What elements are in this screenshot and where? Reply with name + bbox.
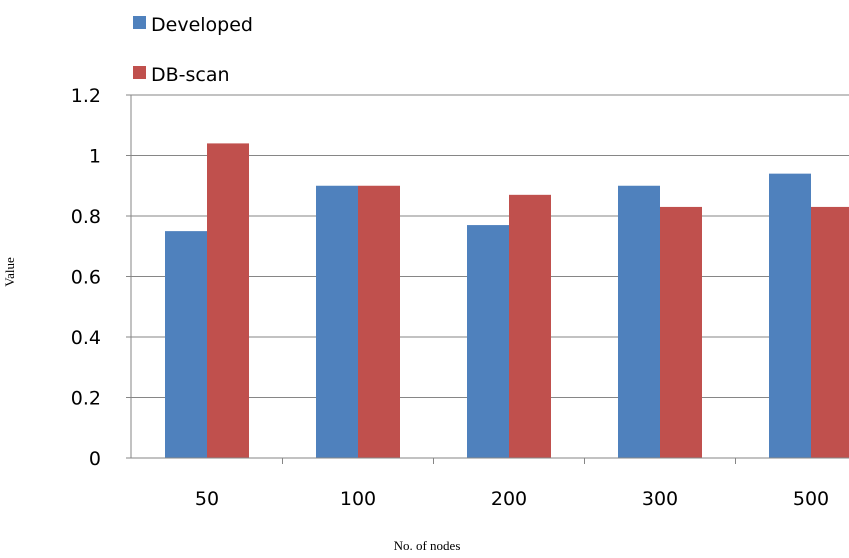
y-axis-title: Value bbox=[2, 257, 17, 287]
bar-db-scan-200 bbox=[509, 194, 551, 458]
x-axis-title: No. of nodes bbox=[394, 538, 461, 553]
bar-developed-200 bbox=[467, 225, 509, 458]
bar-db-scan-500 bbox=[811, 206, 849, 458]
bar-db-scan-100 bbox=[358, 185, 400, 458]
bars bbox=[165, 143, 849, 458]
x-tick-label: 200 bbox=[491, 488, 527, 510]
bar-developed-300 bbox=[618, 185, 660, 458]
y-tick-label: 0.8 bbox=[71, 206, 101, 228]
legend-swatch-dbscan bbox=[133, 66, 146, 79]
y-tick-label: 0.2 bbox=[71, 388, 101, 410]
bar-developed-500 bbox=[769, 173, 811, 458]
axes bbox=[126, 94, 849, 464]
x-tick-label: 300 bbox=[642, 488, 678, 510]
legend-label-dbscan: DB-scan bbox=[151, 64, 230, 86]
bar-db-scan-300 bbox=[660, 206, 702, 458]
bar-developed-100 bbox=[316, 185, 358, 458]
x-tick-label: 50 bbox=[195, 488, 219, 510]
x-tick-label: 100 bbox=[340, 488, 376, 510]
bar-developed-50 bbox=[165, 231, 207, 458]
bar-db-scan-50 bbox=[207, 143, 249, 458]
y-tick-label: 0.4 bbox=[71, 327, 101, 349]
y-tick-label: 0.6 bbox=[71, 267, 101, 289]
y-tick-label: 1.2 bbox=[71, 85, 101, 107]
legend: Developed DB-scan bbox=[133, 14, 253, 86]
x-tick-labels: 50 100 200 300 500 bbox=[195, 488, 829, 510]
x-tick-label: 500 bbox=[793, 488, 829, 510]
legend-swatch-developed bbox=[133, 16, 146, 29]
legend-label-developed: Developed bbox=[151, 14, 253, 36]
y-tick-label: 1 bbox=[89, 146, 101, 168]
y-tick-label: 0 bbox=[89, 448, 101, 470]
y-tick-labels: 0 0.2 0.4 0.6 0.8 1 1.2 bbox=[71, 85, 101, 470]
